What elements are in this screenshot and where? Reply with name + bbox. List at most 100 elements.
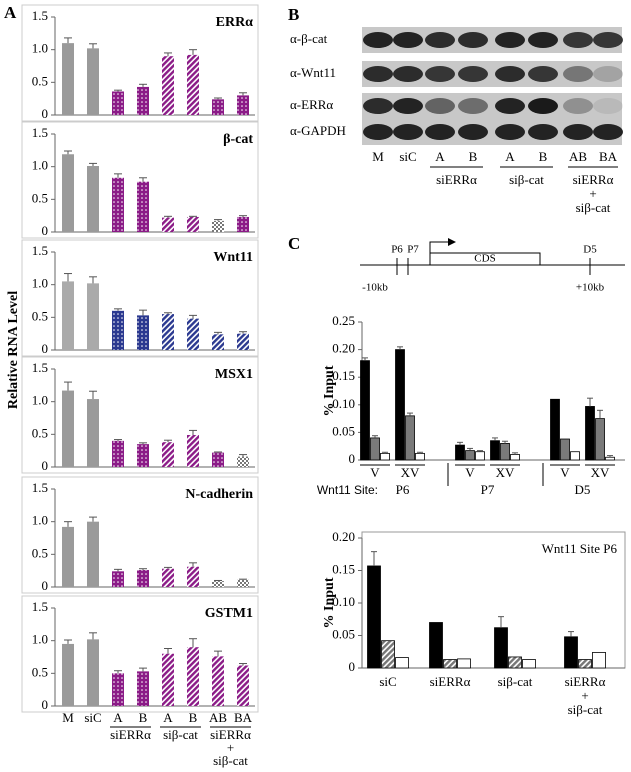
range-label: +10kb [576,282,605,294]
blot-band [528,98,558,114]
y-tick-label: 1.0 [32,158,48,173]
blot-band [425,32,455,48]
y-tick-label: 0.15 [332,368,355,383]
bar [212,581,224,587]
bar [137,181,149,232]
x-tick-label: B [139,710,148,725]
y-axis-label: % Input [322,365,337,416]
bar [87,48,99,115]
bar [212,452,224,467]
bar [187,566,199,587]
x-tick-label: AB [209,710,227,725]
y-tick-label: 0.05 [332,423,355,438]
bar [360,360,370,461]
bar [137,570,149,587]
group-label: siβ-cat [509,172,544,187]
bar [564,636,578,669]
chart-title: Wnt11 [213,250,253,265]
bar [87,639,99,706]
bar [381,640,395,669]
group-label: siERRα [436,172,477,187]
antibody-label: α-GAPDH [290,123,346,138]
y-tick-label: 1.5 [32,125,48,140]
bar [395,349,405,461]
chart-frame [21,121,259,239]
bar [237,333,249,350]
y-tick-label: 1.5 [32,243,48,258]
x-tick-label: + [581,688,588,703]
bar [162,217,174,232]
blot-band [495,124,525,140]
lane-label: B [539,149,548,164]
lane-label: B [469,149,478,164]
blot-band [393,66,423,82]
y-tick-label: 0.5 [32,545,48,560]
bar [87,521,99,587]
chart-frame [21,356,259,474]
y-tick-label: 0 [42,106,49,121]
x-tick-label: V [560,465,570,480]
y-tick-label: 0.5 [32,190,48,205]
x-tick-label: siC [379,674,396,689]
y-tick-label: 1.0 [32,276,48,291]
y-tick-label: 0.20 [332,341,355,356]
bar [87,283,99,350]
bar [112,310,124,350]
blot-band [458,124,488,140]
bar [212,656,224,706]
blot-band [458,98,488,114]
site-name: P7 [481,482,495,497]
bar [87,399,99,467]
y-tick-label: 0.10 [332,396,355,411]
y-tick-label: 0 [349,659,356,674]
bar [62,281,74,350]
cds-box [429,252,541,266]
y-tick-label: 0.20 [332,529,355,544]
group-label: siβ-cat [576,200,611,215]
x-tick-label: XV [401,465,420,480]
chart-title: ERRα [216,15,254,30]
bar [87,166,99,232]
antibody-label: α-Wnt11 [290,65,336,80]
bar [237,456,249,467]
y-tick-label: 0.05 [332,626,355,641]
bar [187,216,199,232]
x-tick-label: V [370,465,380,480]
bar [62,643,74,706]
bar [137,315,149,350]
bar [367,565,381,669]
bar [62,390,74,467]
y-tick-label: 1.0 [32,41,48,56]
chart-frame [21,239,259,357]
blot-band [425,98,455,114]
group-label: siERRα [210,727,251,742]
panel-label: C [288,234,300,253]
chart-title: MSX1 [215,367,253,382]
y-tick-label: 0.5 [32,664,48,679]
x-tick-label: A [113,710,123,725]
site-name: P6 [396,482,410,497]
chart-title: β-cat [223,132,253,147]
site-name: D5 [583,244,597,256]
site-label: Wnt11 Site: [317,483,378,497]
bar [443,659,457,669]
x-tick-label: BA [234,710,253,725]
group-label: + [227,740,234,755]
y-tick-label: 0 [42,223,49,238]
site-name: P6 [391,244,403,256]
blot-band [393,32,423,48]
blot-band [563,98,593,114]
bar [237,579,249,587]
blot-band [528,32,558,48]
y-tick-label: 0.15 [332,561,355,576]
bar [457,658,471,669]
blot-band [593,66,623,82]
bar [62,526,74,587]
bar [112,91,124,115]
bar [455,444,465,461]
y-tick-label: 1.5 [32,360,48,375]
bar [237,216,249,232]
bar [187,434,199,467]
bar [112,673,124,706]
bar [162,314,174,350]
